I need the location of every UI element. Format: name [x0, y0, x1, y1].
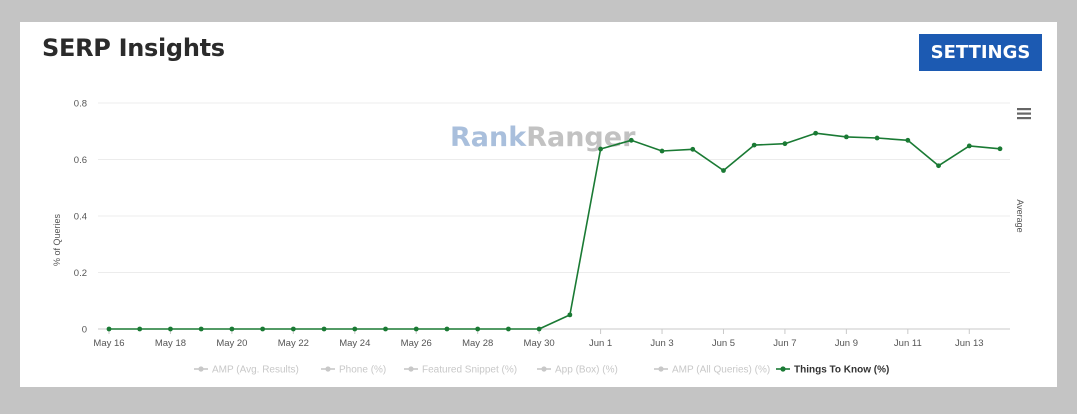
y-tick-label: 0.6 [74, 155, 87, 166]
legend-label: Featured Snippet (%) [422, 365, 517, 376]
data-point[interactable] [936, 163, 941, 169]
data-point[interactable] [843, 134, 849, 140]
x-tick-label: Jun 1 [589, 338, 612, 349]
x-tick-label: Jun 7 [773, 338, 796, 349]
legend-label: Phone (%) [339, 365, 386, 376]
legend-item[interactable]: AMP (All Queries) (%) [654, 365, 770, 376]
x-tick-label: May 16 [93, 338, 124, 349]
x-tick-label: Jun 3 [650, 338, 673, 349]
page-title: SERP Insights [42, 34, 225, 62]
data-point[interactable] [383, 326, 388, 332]
x-tick-label: Jun 11 [894, 338, 922, 349]
x-tick-label: May 18 [155, 338, 186, 349]
y-tick-label: 0 [82, 325, 87, 336]
legend-marker-icon [780, 366, 786, 372]
data-point[interactable] [137, 326, 143, 332]
data-point[interactable] [997, 146, 1003, 152]
y-tick-label: 0.8 [74, 99, 87, 110]
x-tick-label: May 26 [401, 338, 432, 349]
data-point[interactable] [506, 326, 511, 332]
data-point[interactable] [721, 168, 726, 173]
x-tick-label: Jun 9 [835, 338, 858, 349]
data-point[interactable] [874, 135, 880, 141]
line-chart: RankRanger 00.20.40.60.8 May 16 May 18 May… [52, 99, 1031, 376]
legend-marker-icon [198, 366, 204, 372]
x-tick-label: May 28 [462, 338, 493, 349]
legend-label: AMP (All Queries) (%) [672, 365, 770, 376]
x-tick-label: May 20 [216, 338, 247, 349]
data-point[interactable] [168, 326, 173, 332]
legend-item[interactable]: App (Box) (%) [537, 365, 618, 376]
watermark-ranger: Ranger [526, 122, 636, 153]
legend-marker-icon [408, 366, 414, 372]
chart-panel: SERP Insights SETTINGS RankRanger 0 0.2 0.… [20, 22, 1057, 387]
y-axis-label: % of Queries [52, 213, 62, 266]
data-point[interactable] [229, 326, 235, 332]
right-axis-label: Average [1015, 199, 1025, 232]
data-point[interactable] [444, 326, 450, 332]
data-point[interactable] [690, 146, 696, 152]
legend-label: App (Box) (%) [555, 365, 618, 376]
x-tick-label: May 24 [339, 338, 370, 349]
y-axis-ticks: 0 0.2 0.4 0.6 0.8 [74, 99, 87, 336]
data-point[interactable] [659, 148, 665, 154]
legend-item[interactable]: Featured Snippet (%) [404, 365, 517, 376]
x-tick-label: Jun 13 [955, 338, 984, 349]
legend-marker-icon [325, 366, 331, 372]
x-tick-label: May 30 [524, 338, 555, 349]
settings-button[interactable]: SETTINGS [919, 34, 1042, 71]
data-point[interactable] [966, 143, 972, 149]
y-tick-label: 0.4 [74, 212, 87, 223]
data-point[interactable] [260, 326, 266, 332]
data-point[interactable] [198, 326, 204, 332]
data-point[interactable] [413, 326, 419, 332]
data-point[interactable] [567, 312, 573, 318]
x-axis: May 16 May 18 May 20 May 22 May 24 May 26 May … [93, 329, 984, 349]
data-point[interactable] [628, 137, 634, 143]
data-point[interactable] [905, 137, 911, 143]
data-point[interactable] [352, 326, 358, 332]
x-tick-label: May 22 [278, 338, 309, 349]
watermark: RankRanger [450, 122, 636, 153]
data-point[interactable] [475, 326, 481, 332]
series-things-to-know [106, 130, 1003, 332]
data-point[interactable] [106, 326, 112, 332]
legend-item[interactable]: AMP (Avg. Results) [194, 365, 299, 376]
data-point[interactable] [321, 326, 327, 332]
legend-marker-icon [658, 366, 664, 372]
data-point[interactable] [536, 326, 542, 332]
data-point[interactable] [782, 141, 788, 147]
legend-label: Things To Know (%) [794, 365, 889, 376]
data-point[interactable] [751, 142, 757, 148]
series-line [109, 132, 1001, 330]
data-point[interactable] [813, 130, 819, 136]
legend-label: AMP (Avg. Results) [212, 365, 299, 376]
hamburger-menu-icon[interactable] [1017, 108, 1031, 120]
data-point[interactable] [290, 326, 296, 332]
y-tick-label: 0.2 [74, 268, 87, 279]
gridlines [98, 102, 1010, 330]
legend-item[interactable]: Phone (%) [321, 365, 386, 376]
x-tick-label: Jun 5 [712, 338, 735, 349]
legend-item[interactable]: Things To Know (%) [776, 365, 889, 376]
legend: AMP (Avg. Results) Phone (%) Featured Snip… [194, 365, 889, 376]
watermark-rank: Rank [450, 122, 527, 153]
data-point[interactable] [598, 146, 603, 152]
legend-marker-icon [541, 366, 547, 372]
